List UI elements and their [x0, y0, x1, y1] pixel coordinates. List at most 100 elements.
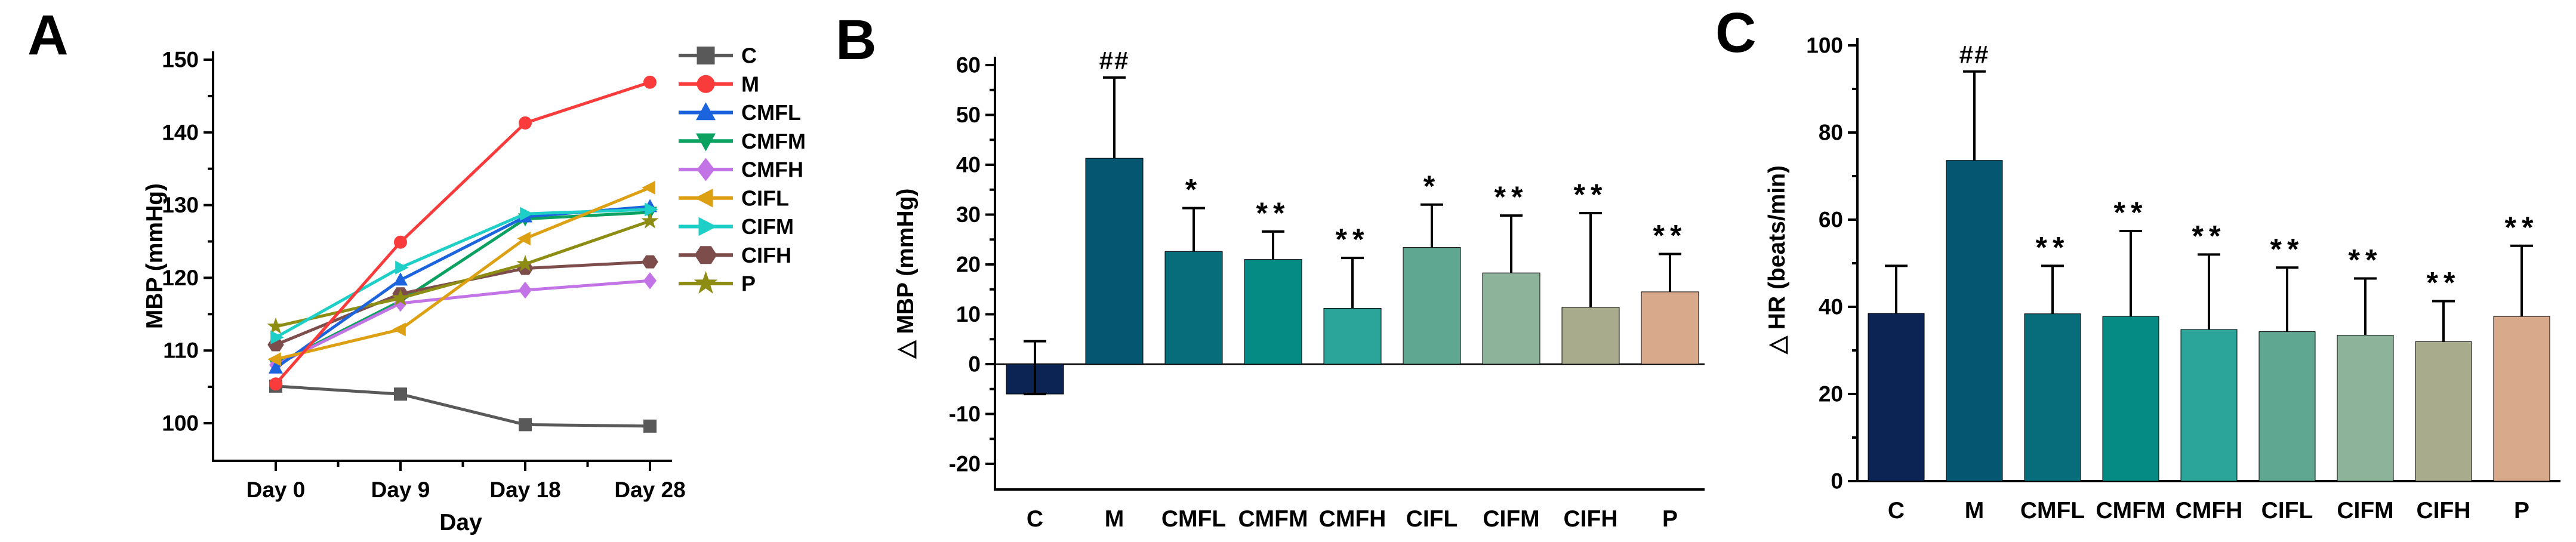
- sig-mark-P: **: [2505, 211, 2539, 244]
- x-category-label-C: C: [1888, 498, 1905, 523]
- legend-item-CIFH: CIFH: [679, 243, 791, 267]
- legend-marker-M: [697, 75, 715, 93]
- series-marker-CMFH: [519, 281, 532, 299]
- panel-b-bar-chart: -20 -10 0 10 20 30 40 50 60 △ MBP (mmHg) C ## M * CMFL…: [893, 47, 1705, 532]
- legend-item-CIFM: CIFM: [679, 214, 794, 239]
- y-tick-label: -20: [949, 452, 981, 476]
- bar-CMFH: [1323, 307, 1382, 365]
- x-category-label-P: P: [2514, 498, 2529, 523]
- x-category-label-M: M: [1105, 506, 1124, 532]
- series-marker-P: [267, 317, 285, 334]
- series-marker-P: [392, 289, 409, 306]
- legend-marker-CMFH: [697, 158, 715, 181]
- y-axis-title: MBP (mmHg): [142, 183, 168, 329]
- legend-marker-C: [697, 47, 715, 64]
- sig-mark-CMFH: **: [2192, 219, 2226, 252]
- legend-marker-CMFL: [696, 102, 716, 121]
- legend-marker-CIFM: [698, 217, 717, 236]
- x-axis-title: Day: [439, 510, 482, 535]
- x-tick-label: Day 18: [489, 478, 560, 502]
- legend-label-P: P: [741, 272, 756, 296]
- series-line-CIFH: [274, 260, 652, 346]
- bar-C: [1868, 313, 1925, 482]
- series-marker-C: [519, 418, 532, 432]
- x-category-label-CMFM: CMFM: [2096, 498, 2166, 523]
- legend-item-P: P: [679, 271, 756, 296]
- sig-mark-M: ##: [1959, 41, 1990, 69]
- x-category-label-M: M: [1965, 498, 1985, 523]
- y-tick-label: 20: [956, 252, 981, 277]
- bar-CIFM: [2337, 334, 2394, 482]
- sig-mark-P: **: [1653, 218, 1687, 252]
- y-tick-label: 100: [1806, 33, 1843, 58]
- y-tick-label: 40: [956, 153, 981, 177]
- legend-marker-P: [694, 271, 718, 294]
- bar-CMFM: [2102, 316, 2159, 482]
- sig-mark-CMFH: **: [1336, 223, 1370, 256]
- series-line-CIFL: [274, 186, 652, 361]
- legend-marker-CIFH: [694, 246, 717, 264]
- legend-label-CIFM: CIFM: [741, 214, 794, 239]
- y-tick-label: 30: [956, 202, 981, 227]
- bar-CIFM: [1482, 272, 1540, 365]
- x-tick-label: Day 0: [246, 478, 306, 502]
- bar-P: [1641, 291, 1699, 365]
- sig-mark-CIFH: **: [1574, 178, 1608, 211]
- legend-marker-CIFL: [694, 189, 713, 208]
- panel-b-letter: B: [836, 8, 877, 72]
- bar-CIFH: [2415, 341, 2472, 482]
- x-category-label-CIFH: CIFH: [1564, 506, 1618, 532]
- bar-CIFH: [1561, 307, 1620, 365]
- series-marker-C: [394, 387, 407, 401]
- y-tick-label: 150: [162, 48, 199, 72]
- y-tick-label: 60: [1819, 208, 1843, 232]
- series-marker-P: [516, 254, 534, 272]
- series-line-CMFH: [274, 279, 652, 367]
- panel-c-bar-chart: 0 20 40 60 80 100 △ HR (beats/min) C ## M ** CMFL **…: [1764, 33, 2560, 523]
- series-marker-M: [643, 75, 657, 89]
- legend-label-C: C: [741, 44, 757, 68]
- legend-label-M: M: [741, 72, 759, 96]
- x-category-label-CIFM: CIFM: [1483, 506, 1539, 532]
- y-tick-label: 80: [1819, 121, 1843, 145]
- y-tick-label: 130: [162, 193, 199, 217]
- x-category-label-CIFM: CIFM: [2337, 498, 2393, 523]
- sig-mark-CIFM: **: [2349, 244, 2383, 277]
- bar-P: [2493, 316, 2550, 482]
- sig-mark-CMFM: **: [2114, 196, 2148, 229]
- bar-CMFL: [1164, 251, 1223, 365]
- y-axis-title: △ MBP (mmHg): [893, 189, 919, 359]
- series-marker-CIFL: [392, 322, 406, 337]
- bar-CMFH: [2180, 329, 2238, 482]
- y-tick-label: 110: [163, 338, 199, 363]
- sig-mark-CIFM: **: [1495, 180, 1529, 214]
- legend-label-CMFL: CMFL: [741, 100, 801, 125]
- sig-mark-CMFL: **: [2036, 230, 2070, 264]
- series-line-CMFM: [274, 211, 652, 366]
- sig-mark-CMFL: *: [1185, 173, 1202, 207]
- legend-label-CIFL: CIFL: [741, 186, 789, 210]
- sig-mark-CMFM: **: [1256, 196, 1290, 230]
- sig-mark-M: ##: [1099, 47, 1130, 75]
- panel-c-letter: C: [1715, 1, 1757, 64]
- series-marker-C: [643, 419, 657, 433]
- bar-M: [1085, 158, 1144, 365]
- sig-mark-CIFH: **: [2427, 266, 2461, 300]
- x-category-label-CMFH: CMFH: [2176, 498, 2243, 523]
- legend-item-CIFL: CIFL: [679, 186, 789, 210]
- series-line-C: [274, 384, 652, 428]
- series-marker-CIFL: [267, 352, 281, 367]
- y-tick-label: 10: [956, 302, 981, 327]
- series-marker-CMFL: [268, 360, 284, 374]
- series-marker-CIFM: [520, 207, 534, 221]
- bar-CIFL: [1403, 247, 1461, 365]
- series-line-P: [274, 219, 652, 328]
- y-tick-label: 100: [162, 411, 199, 436]
- x-category-label-P: P: [1662, 506, 1678, 532]
- series-marker-M: [519, 116, 532, 130]
- x-category-label-CMFH: CMFH: [1319, 506, 1386, 532]
- legend-label-CIFH: CIFH: [741, 243, 791, 267]
- legend-item-CMFH: CMFH: [679, 158, 803, 182]
- series-marker-CIFM: [395, 260, 409, 275]
- legend-label-CMFH: CMFH: [741, 158, 803, 182]
